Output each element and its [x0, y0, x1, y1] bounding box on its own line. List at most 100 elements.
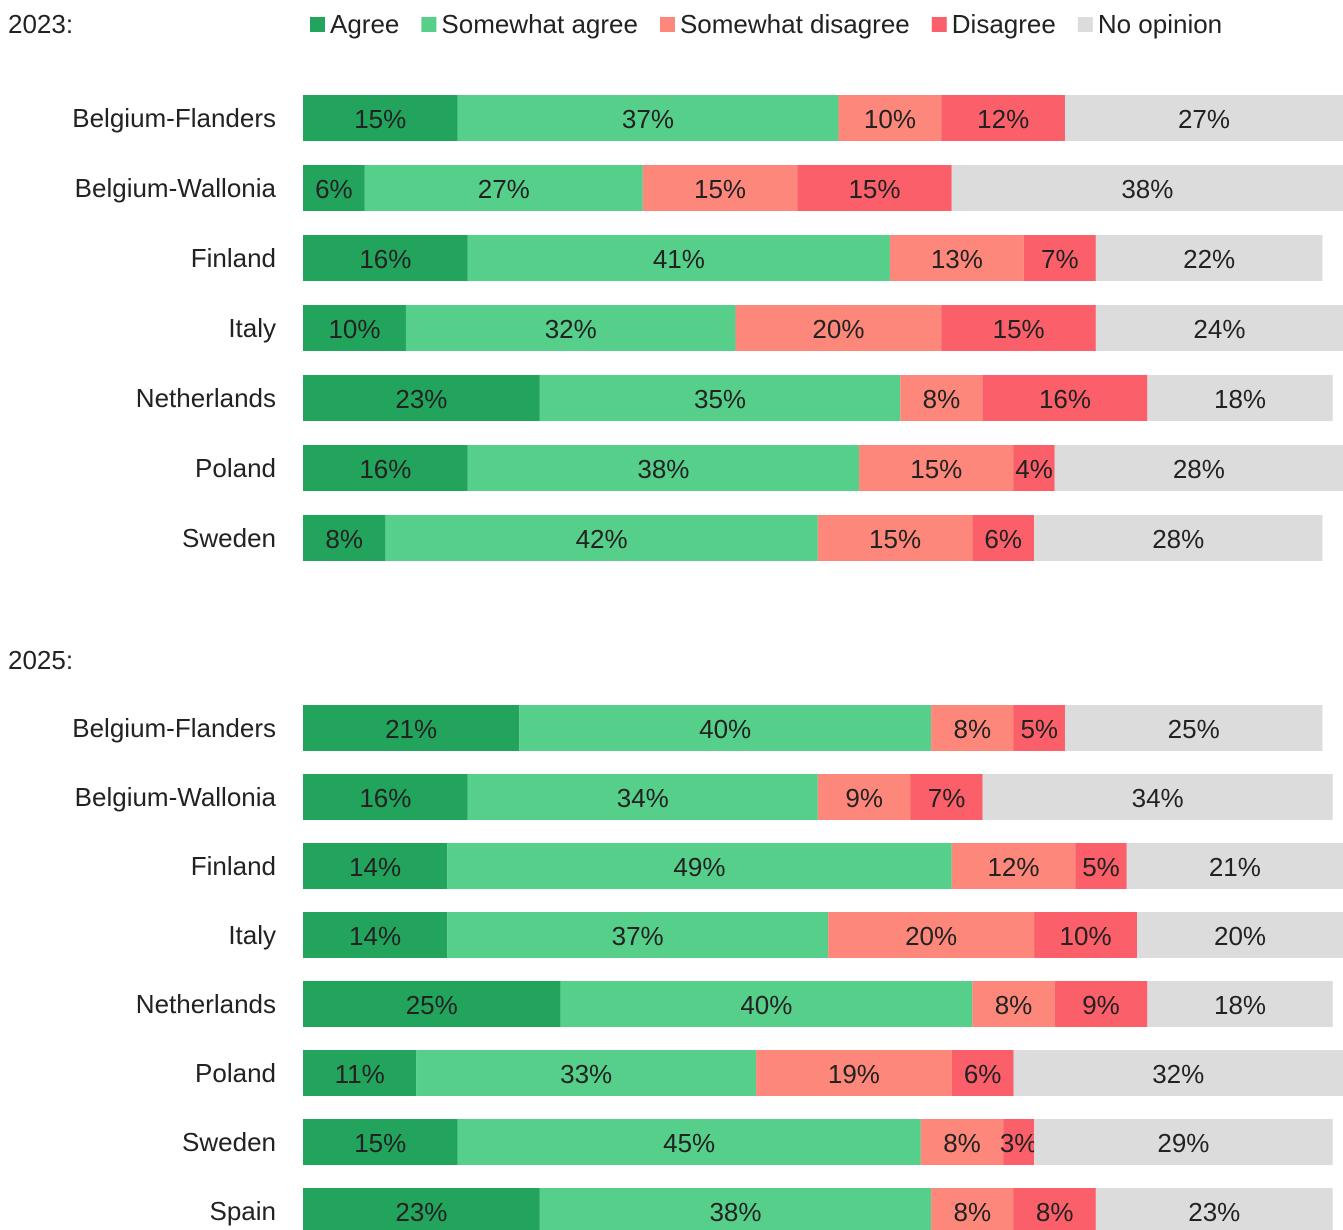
bar-segment: [1147, 981, 1333, 1027]
category-label: Netherlands: [136, 989, 276, 1019]
bar-segment: [1064, 705, 1323, 751]
bar-segment: [1147, 375, 1333, 421]
data-label: 45%: [663, 1128, 715, 1158]
bar-segment: [303, 445, 468, 491]
data-label: 20%: [905, 921, 957, 951]
data-label: 21%: [1209, 852, 1261, 882]
bar-segment: [1126, 843, 1343, 889]
category-label: Poland: [195, 1058, 276, 1088]
category-label: Belgium-Flanders: [72, 103, 276, 133]
bar-segment: [1034, 1119, 1333, 1165]
bar-segment: [303, 843, 448, 889]
data-label: 8%: [1036, 1197, 1074, 1227]
data-label: 49%: [673, 852, 725, 882]
data-label: 8%: [325, 524, 363, 554]
bar-segment: [900, 375, 983, 421]
bar-segment: [797, 165, 952, 211]
data-label: 27%: [478, 174, 530, 204]
data-label: 15%: [993, 314, 1045, 344]
bar-segment: [1095, 235, 1323, 281]
data-label: 32%: [545, 314, 597, 344]
bar-segment: [951, 843, 1076, 889]
data-label: 25%: [1168, 714, 1220, 744]
data-label: 18%: [1214, 990, 1266, 1020]
data-label: 29%: [1157, 1128, 1209, 1158]
data-label: 12%: [977, 104, 1029, 134]
category-label: Spain: [210, 1196, 277, 1226]
data-label: 6%: [984, 524, 1022, 554]
data-label: 32%: [1152, 1059, 1204, 1089]
bar-segment: [828, 912, 1035, 958]
data-label: 15%: [694, 174, 746, 204]
data-label: 8%: [954, 1197, 992, 1227]
data-label: 14%: [349, 921, 401, 951]
legend-swatch: [1077, 17, 1093, 32]
bar-segment: [838, 95, 942, 141]
category-label: Belgium-Wallonia: [75, 173, 277, 203]
bar-segment: [539, 1188, 932, 1230]
bar-segment: [364, 165, 643, 211]
bar-segment: [1064, 95, 1343, 141]
legend-label: Disagree: [952, 9, 1056, 39]
data-label: 10%: [1060, 921, 1112, 951]
bar-segment: [817, 774, 911, 820]
legend-label: No opinion: [1098, 9, 1222, 39]
data-label: 41%: [653, 244, 705, 274]
bar-segment: [303, 774, 468, 820]
category-label: Sweden: [182, 523, 276, 553]
data-label: 34%: [617, 783, 669, 813]
data-label: 21%: [385, 714, 437, 744]
data-label: 16%: [359, 783, 411, 813]
bar-segment: [1095, 1188, 1333, 1230]
data-label: 16%: [359, 244, 411, 274]
chart-title: 2025:: [8, 645, 73, 675]
data-label: 23%: [395, 1197, 447, 1227]
bar-segment: [951, 165, 1343, 211]
data-label: 15%: [869, 524, 921, 554]
data-label: 16%: [1039, 384, 1091, 414]
data-label: 23%: [395, 384, 447, 414]
bar-segment: [457, 1119, 921, 1165]
bar-segment: [817, 515, 973, 561]
data-label: 9%: [845, 783, 883, 813]
bar-segment: [1023, 235, 1096, 281]
bar-segment: [1054, 445, 1343, 491]
category-label: Poland: [195, 453, 276, 483]
bar-segment: [303, 235, 468, 281]
bar-segment: [951, 1050, 1014, 1096]
legend-label: Somewhat agree: [441, 9, 638, 39]
bar-segment: [560, 981, 973, 1027]
legend-swatch: [659, 17, 675, 32]
bar-segment: [467, 235, 890, 281]
bar-segment: [1054, 981, 1148, 1027]
data-label: 10%: [864, 104, 916, 134]
bar-segment: [416, 1050, 757, 1096]
bar-segment: [303, 305, 406, 351]
bar-segment: [303, 1188, 540, 1230]
bar-segment: [889, 235, 1024, 281]
category-label: Netherlands: [136, 383, 276, 413]
bar-segment: [519, 705, 932, 751]
data-label: 38%: [709, 1197, 761, 1227]
category-label: Finland: [191, 243, 276, 273]
bar-segment: [1137, 912, 1343, 958]
bar-segment: [405, 305, 736, 351]
category-label: Italy: [228, 920, 276, 950]
legend-label: Agree: [330, 9, 399, 39]
data-label: 4%: [1015, 454, 1053, 484]
bar-segment: [931, 705, 1014, 751]
data-label: 15%: [354, 1128, 406, 1158]
data-label: 12%: [987, 852, 1039, 882]
category-label: Belgium-Wallonia: [75, 782, 277, 812]
legend-swatch: [310, 17, 325, 32]
bar-segment: [756, 1050, 952, 1096]
chart-title: 2023:: [8, 9, 73, 39]
data-label: 5%: [1082, 852, 1120, 882]
data-label: 22%: [1183, 244, 1235, 274]
bar-segment: [972, 981, 1055, 1027]
bar-segment: [642, 165, 798, 211]
data-label: 13%: [931, 244, 983, 274]
bar-segment: [303, 375, 540, 421]
